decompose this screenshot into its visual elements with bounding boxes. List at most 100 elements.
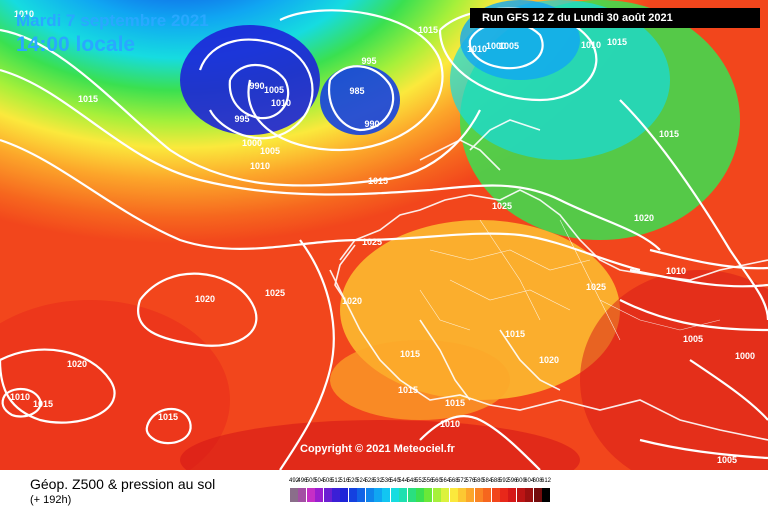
isobar-label: 1005 — [716, 455, 738, 465]
isobar-label: 1015 — [32, 399, 54, 409]
isobar-label: 1020 — [66, 359, 88, 369]
scale-value: 528 — [364, 478, 375, 484]
isobar-label: 1020 — [633, 213, 655, 223]
scale-value: 500 — [305, 478, 316, 484]
scale-swatch — [290, 488, 298, 502]
scale-value: 612 — [540, 478, 552, 484]
scale-value: 564 — [440, 478, 451, 484]
isobar-label: 1020 — [194, 294, 216, 304]
scale-value: 544 — [398, 478, 409, 484]
scale-value: 584 — [482, 478, 493, 484]
scale-swatch — [474, 488, 483, 502]
isobar-label: 1015 — [658, 129, 680, 139]
isobar-label: 1015 — [399, 349, 421, 359]
isobar-label: 1015 — [77, 94, 99, 104]
isobar-label: 1000 — [241, 138, 263, 148]
scale-swatch — [382, 488, 391, 502]
east-warm-field — [580, 270, 768, 470]
isobar-label: 1015 — [367, 176, 389, 186]
scale-swatch — [340, 488, 349, 502]
forecast-date: Mardi 7 septembre 2021 — [16, 11, 209, 30]
isobar-label: 1010 — [13, 9, 35, 19]
scale-value: 600 — [515, 478, 526, 484]
scale-swatch — [458, 488, 466, 502]
isobar-label: 1015 — [444, 398, 466, 408]
high-mediterranean — [330, 340, 510, 420]
scale-value: 548 — [406, 478, 417, 484]
isobar-label: 1005 — [259, 146, 281, 156]
isobar-label: 990 — [364, 119, 380, 129]
isobar-label: 1000 — [485, 41, 507, 51]
scale-value: 516 — [339, 478, 350, 484]
low-central-core — [320, 65, 400, 135]
scale-value: 588 — [490, 478, 501, 484]
legend-title: Géop. Z500 & pression au sol — [30, 476, 216, 492]
geopotential-map — [0, 0, 768, 470]
scale-value: 492 — [288, 478, 300, 484]
isobar-label: 1005 — [263, 85, 285, 95]
scale-swatch — [323, 488, 332, 502]
isobar-label: 1005 — [682, 334, 704, 344]
scale-swatch — [441, 488, 450, 502]
isobar-label: 1025 — [361, 237, 383, 247]
scale-swatch — [424, 488, 433, 502]
south-warm-field — [180, 420, 580, 470]
isobar-label: 1025 — [585, 282, 607, 292]
scale-value: 596 — [507, 478, 518, 484]
isobar-label: 990 — [249, 81, 265, 91]
scale-value: 556 — [423, 478, 434, 484]
scale-swatch — [491, 488, 500, 502]
scale-swatch — [516, 488, 525, 502]
isobar-label: 1010 — [9, 392, 31, 402]
isobar-label: 1010 — [665, 266, 687, 276]
scale-value: 580 — [473, 478, 484, 484]
scale-value: 508 — [322, 478, 333, 484]
isobar-label: 1015 — [606, 37, 628, 47]
scale-swatch — [399, 488, 408, 502]
scale-value: 504 — [314, 478, 325, 484]
isobar-label: 985 — [349, 86, 365, 96]
scale-value: 560 — [431, 478, 442, 484]
legend-subtitle: (+ 192h) — [30, 494, 72, 506]
forecast-time: 14:00 locale — [16, 33, 136, 56]
scale-value: 540 — [389, 478, 400, 484]
isobar-label: 1020 — [538, 355, 560, 365]
scale-swatch — [306, 488, 315, 502]
scale-swatch — [508, 488, 517, 502]
scale-swatch — [483, 488, 492, 502]
scale-value: 552 — [414, 478, 426, 484]
isobar-label: 1025 — [491, 201, 513, 211]
isobar-label: 1010 — [270, 98, 292, 108]
scale-swatch — [315, 488, 324, 502]
scale-swatch — [365, 488, 374, 502]
scale-value: 568 — [448, 478, 459, 484]
scale-swatch — [416, 488, 424, 502]
scale-swatch — [542, 488, 550, 502]
scale-value: 604 — [524, 478, 535, 484]
isobar-label: 1015 — [157, 412, 179, 422]
scale-swatch — [533, 488, 542, 502]
isobar-label: 1015 — [417, 25, 439, 35]
scale-value: 576 — [465, 478, 476, 484]
scale-swatch — [449, 488, 458, 502]
isobar-label: 1015 — [504, 329, 526, 339]
scale-value: 524 — [356, 478, 367, 484]
scale-value: 496 — [297, 478, 308, 484]
scale-value: 520 — [347, 478, 358, 484]
scale-swatch — [348, 488, 357, 502]
isobar-label: 1010 — [249, 161, 271, 171]
isobar-label: 995 — [234, 114, 250, 124]
scale-swatch — [332, 488, 340, 502]
scale-value: 512 — [330, 478, 342, 484]
scale-value: 536 — [381, 478, 392, 484]
atlantic-warm-field — [0, 300, 230, 470]
scale-value: 532 — [372, 478, 384, 484]
isobar-label: 1000 — [734, 351, 756, 361]
scale-swatch — [500, 488, 508, 502]
isobar-label: 1010 — [466, 44, 488, 54]
isobar-label: 1005 — [498, 41, 520, 51]
isobar-label: 995 — [361, 56, 377, 66]
scale-value: 572 — [456, 478, 468, 484]
isobar-label: 1020 — [341, 296, 363, 306]
